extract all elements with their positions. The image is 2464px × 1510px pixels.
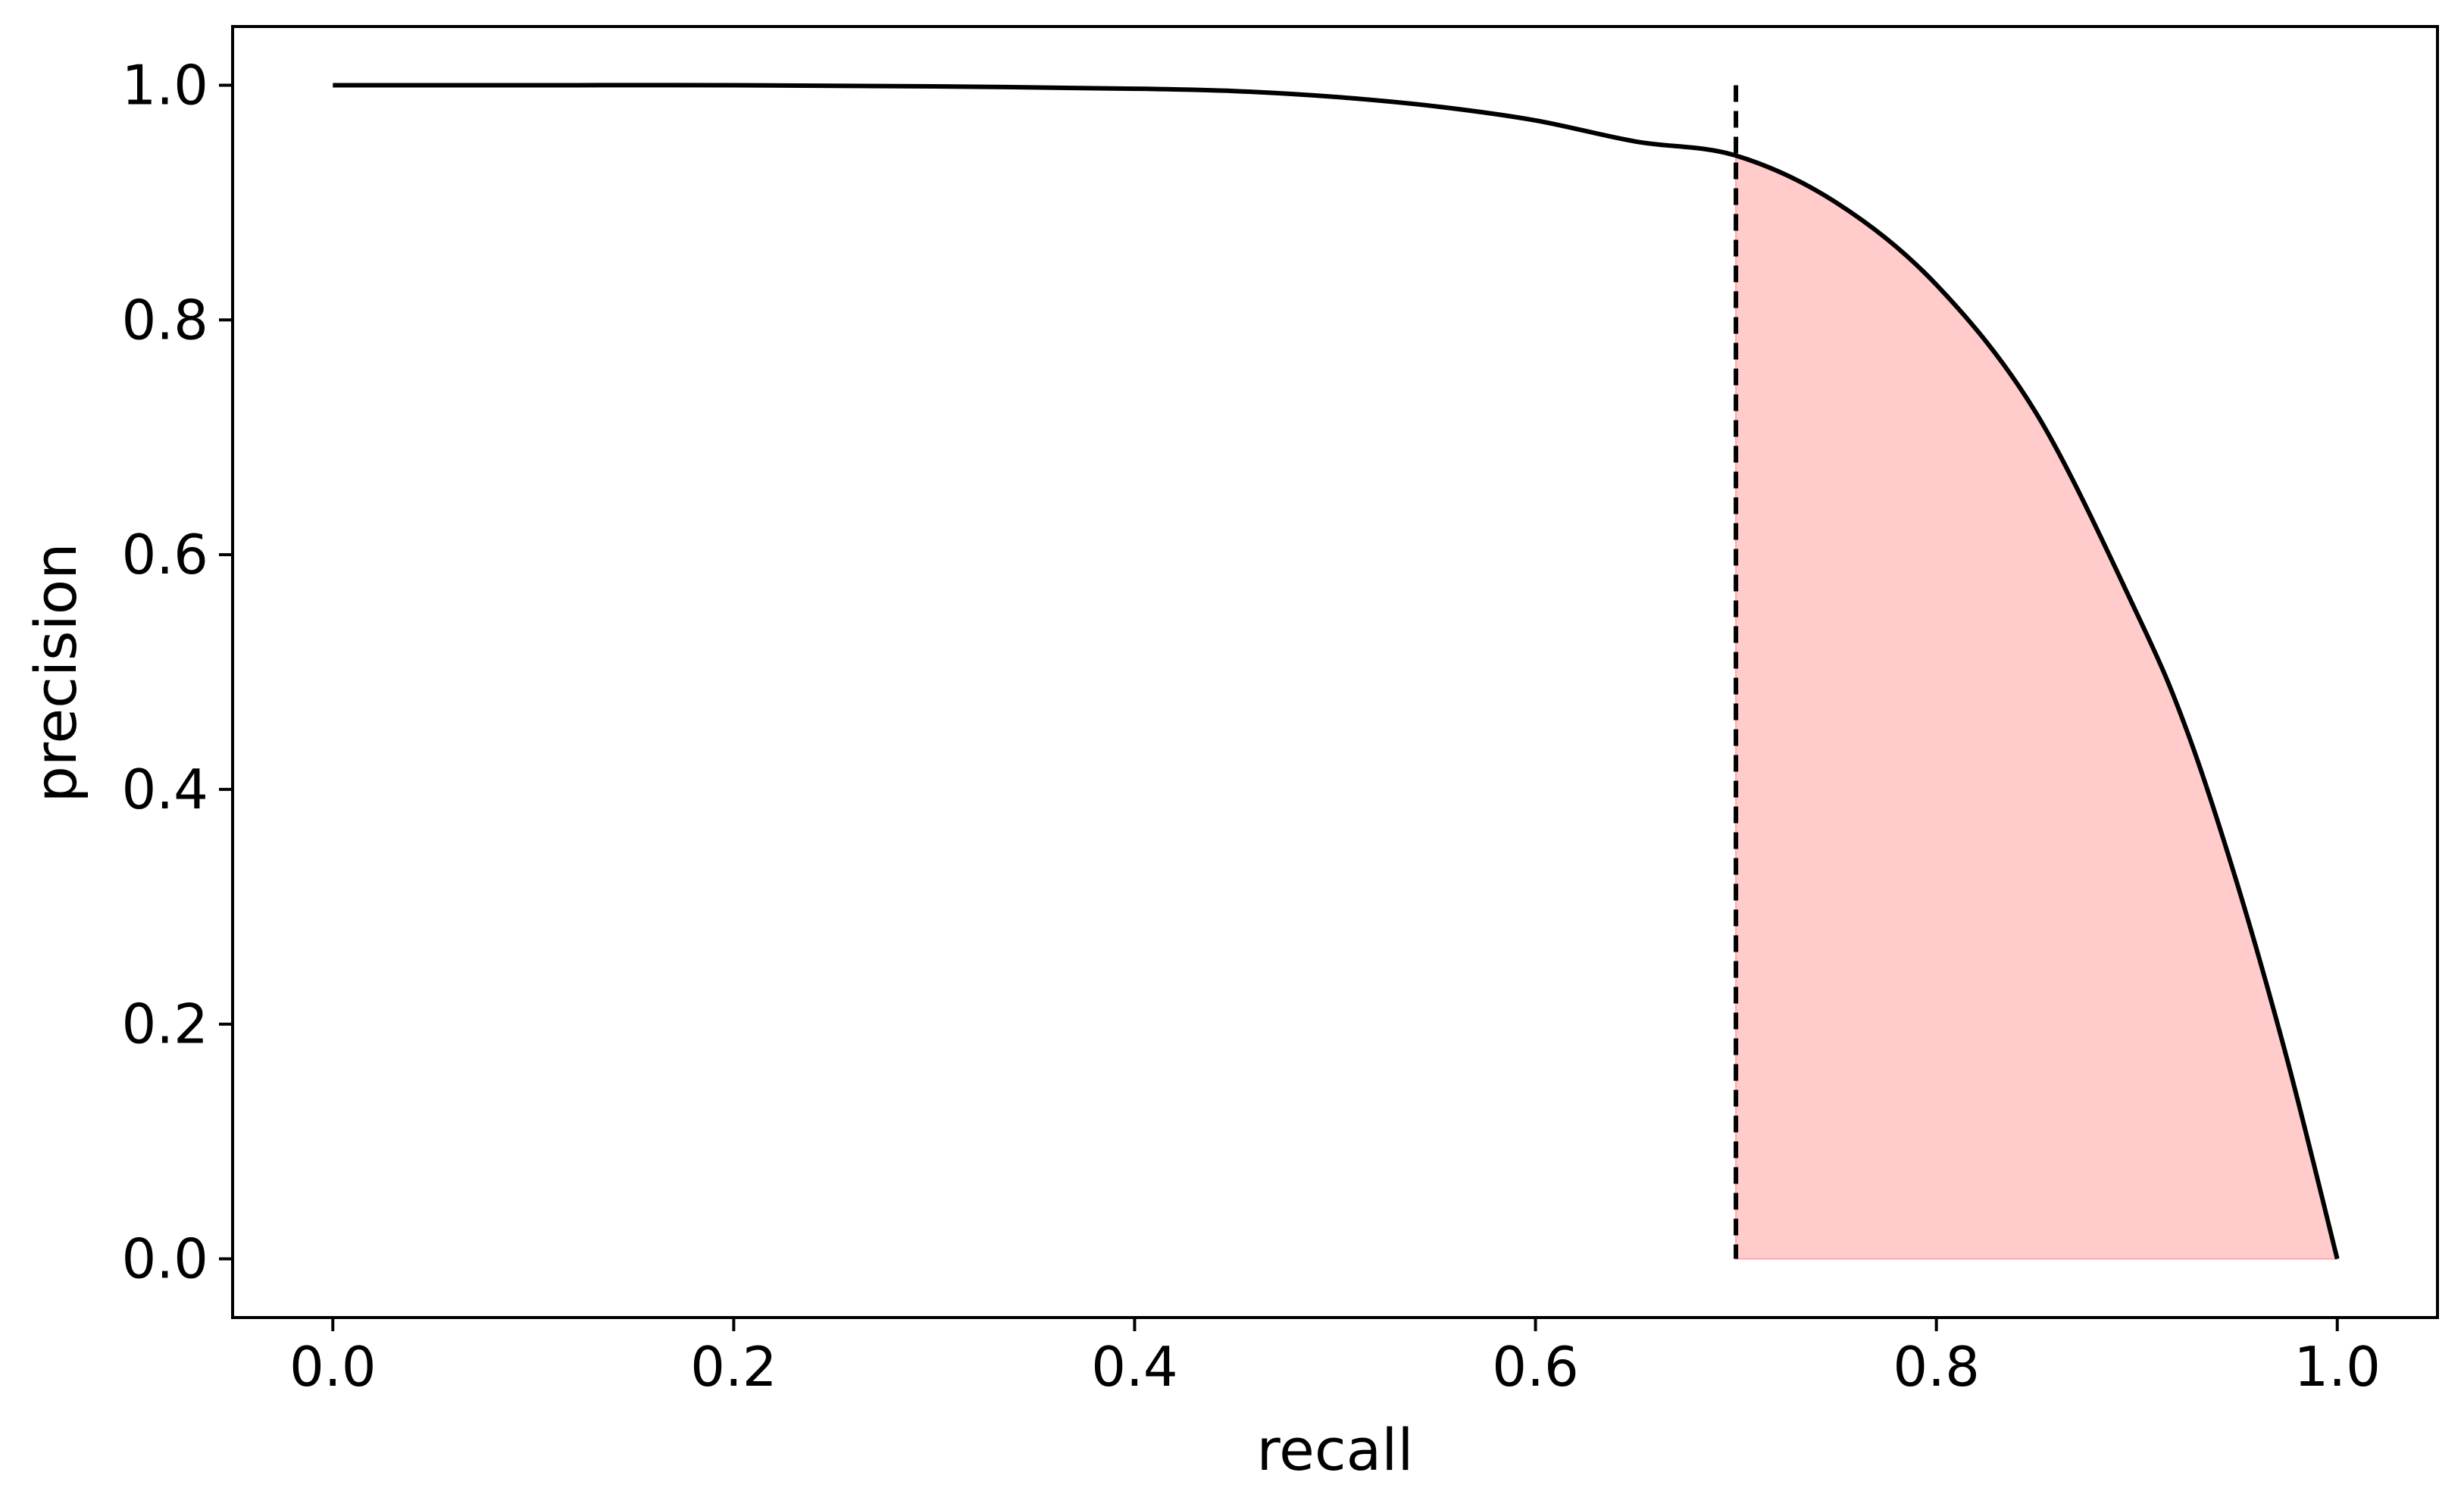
y-tick-label: 1.0 bbox=[121, 53, 208, 117]
y-axis-ticks: 0.0 0.2 0.4 0.6 0.8 1.0 bbox=[121, 53, 233, 1291]
x-tick-label: 0.0 bbox=[289, 1335, 377, 1399]
y-tick-label: 0.2 bbox=[121, 993, 208, 1056]
y-tick-label: 0.0 bbox=[121, 1227, 208, 1291]
x-tick-label: 0.4 bbox=[1091, 1335, 1178, 1399]
plot-frame bbox=[231, 25, 2439, 1319]
precision-recall-curve bbox=[333, 83, 2340, 1260]
x-axis-ticks: 0.0 0.2 0.4 0.6 0.8 1.0 bbox=[289, 1318, 2381, 1399]
x-tick-label: 0.8 bbox=[1893, 1335, 1980, 1399]
y-tick-label: 0.8 bbox=[121, 288, 208, 352]
y-tick-label: 0.4 bbox=[121, 758, 208, 821]
y-tick-label: 0.6 bbox=[121, 523, 208, 586]
series-layer bbox=[333, 83, 2340, 1260]
y-axis-label: precision bbox=[22, 543, 89, 803]
x-axis-label: recall bbox=[1257, 1416, 1414, 1483]
x-tick-label: 1.0 bbox=[2294, 1335, 2381, 1399]
x-tick-label: 0.6 bbox=[1492, 1335, 1579, 1399]
x-tick-label: 0.2 bbox=[690, 1335, 777, 1399]
